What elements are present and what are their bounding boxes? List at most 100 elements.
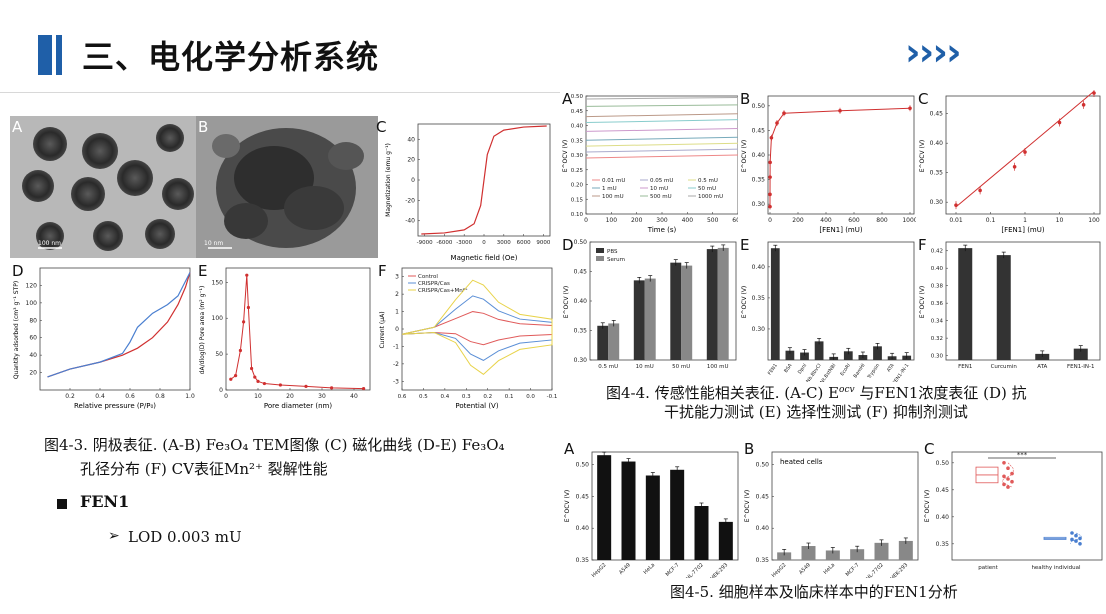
y-tick-label: 0.30 — [571, 153, 584, 159]
category-label: A549 — [618, 562, 632, 576]
x-tick-label: 40 — [350, 393, 358, 400]
ocv-trace — [585, 136, 739, 141]
y-tick-label: 0.35 — [752, 295, 766, 302]
bar — [850, 549, 865, 560]
x-tick-label: 1000 — [902, 217, 917, 224]
category-label: HeLa — [823, 562, 837, 576]
x-tick-label: 0.0 — [526, 394, 535, 400]
interference-chart: 0.50 0.45 0.40 0.35 0.30 0.5 mU 10 mU 50 mU 100 … — [563, 239, 737, 370]
bar — [681, 265, 693, 360]
x-tick-label: 0 — [224, 393, 228, 400]
bar — [633, 280, 645, 360]
legend-label: CRISPR/Cas+Mn²⁺ — [418, 287, 468, 294]
bar — [814, 341, 824, 360]
category-label: healthy individual — [1031, 565, 1081, 571]
legend-label: Serum — [607, 257, 625, 263]
cv-loop — [401, 279, 553, 375]
data-point — [234, 374, 238, 378]
x-tick-label: 0 — [768, 217, 772, 224]
y-tick-label: 0.45 — [756, 493, 770, 500]
y-axis-label: E^OCV (V) — [563, 286, 570, 319]
y-tick-label: 1 — [395, 309, 399, 316]
y-axis-label: E^OCV (V) — [564, 490, 571, 523]
y-axis-label: E^OCV (V) — [562, 140, 569, 173]
data-point — [1006, 485, 1010, 489]
data-point — [775, 121, 779, 125]
x-tick-label: 0.1 — [505, 394, 514, 400]
data-point — [1070, 537, 1074, 542]
data-point — [256, 379, 260, 383]
y-tick-label: 150 — [212, 279, 224, 286]
fig43-label-a: A — [12, 118, 23, 136]
fig43-panel-d: 120 100 80 60 40 20 0.2 0.4 0.6 0.8 1.0 Relative p… — [10, 262, 196, 412]
bar — [996, 255, 1011, 360]
y-tick-label: 0.25 — [571, 168, 584, 174]
y-tick-label: 0.35 — [752, 177, 766, 184]
x-axis-label: Pore diameter (nm) — [264, 402, 332, 410]
y-tick-label: 0.40 — [936, 514, 950, 521]
tem-image-a — [10, 116, 196, 258]
y-tick-label: -3 — [393, 378, 399, 385]
y-tick-label: 0.45 — [752, 127, 766, 134]
y-tick-label: 0.40 — [930, 140, 944, 147]
fig44-panel-e: 0.40 0.35 0.30 FEN1 BSA Dpnl Nb.BbvCI Nt.BstNBI… — [738, 236, 920, 382]
bar — [1073, 348, 1088, 360]
y-tick-label: 0.15 — [571, 197, 584, 203]
fig43-caption-line2: 孔径分布 (F) CV表征Mn²⁺ 裂解性能 — [80, 460, 328, 478]
bar — [770, 248, 780, 360]
page-title: 三、电化学分析系统 — [82, 38, 380, 76]
fig44-label-f: F — [918, 236, 927, 254]
magnetization-curve — [421, 125, 547, 235]
legend-label: 10 mU — [650, 186, 668, 192]
fig44-panel-c: 0.45 0.40 0.35 0.30 0.01 0.1 1 10 100 [FEN1] (mU… — [916, 90, 1106, 236]
y-tick-label: 0.10 — [571, 212, 584, 218]
pore-curve — [230, 275, 364, 390]
caption-superscript: ocv — [839, 385, 855, 395]
data-point — [1002, 474, 1006, 479]
ocv-trace — [585, 148, 739, 153]
ocv-trace — [585, 142, 739, 147]
fig44-panel-b: 0.50 0.45 0.40 0.35 0.30 0 200 400 600 800 1000 [F… — [738, 90, 920, 236]
fig44-label-c: C — [918, 90, 929, 108]
data-point — [362, 386, 366, 391]
bar — [706, 249, 718, 360]
bar — [874, 542, 889, 560]
data-point — [1006, 466, 1010, 470]
y-tick-label: 20 — [29, 370, 37, 377]
data-point — [1078, 542, 1082, 546]
x-axis-label: Relative pressure (P/P₀) — [74, 402, 156, 410]
data-point — [1078, 536, 1082, 541]
density-curve — [1001, 462, 1014, 488]
bar — [873, 346, 882, 360]
data-point — [838, 108, 842, 113]
data-point — [908, 106, 912, 111]
y-tick-label: 0.45 — [571, 109, 584, 115]
adsorption-curve — [47, 272, 191, 378]
fig45-panel-a: 0.50 0.45 0.40 0.35 HepG2 A549 HeLa MCF-7 HL-770… — [560, 438, 740, 578]
bar — [1035, 353, 1050, 360]
category-label: FEN1 — [767, 363, 779, 377]
data-point — [246, 305, 250, 310]
fig45-caption: 图4-5. 细胞样本及临床样本中的FEN1分析 — [670, 583, 958, 601]
y-tick-label: 40 — [407, 136, 415, 143]
category-label: MCF-7 — [845, 562, 861, 578]
fig44-label-d: D — [562, 236, 574, 254]
bar — [621, 461, 636, 560]
x-tick-label: 10 — [254, 393, 262, 400]
data-point — [1010, 479, 1014, 484]
category-label: Dpnl — [797, 363, 808, 376]
y-tick-label: 3 — [395, 274, 399, 281]
x-tick-label: 10 — [1056, 217, 1064, 224]
y-tick-label: 0.35 — [756, 557, 770, 564]
fen1-heading: FEN1 — [80, 492, 130, 511]
data-point — [1070, 531, 1074, 535]
bar — [898, 540, 913, 560]
caption-part: 与FEN1浓度表征 (D) 抗 — [854, 384, 1027, 402]
data-point — [1057, 120, 1062, 125]
data-point — [1081, 103, 1086, 107]
category-label: HepG2 — [591, 562, 608, 578]
fig43-panel-e: 150 100 50 0 0 10 20 30 40 Pore diameter (nm) dA… — [196, 262, 376, 412]
significance-label: *** — [1017, 451, 1028, 459]
bar — [843, 351, 853, 360]
